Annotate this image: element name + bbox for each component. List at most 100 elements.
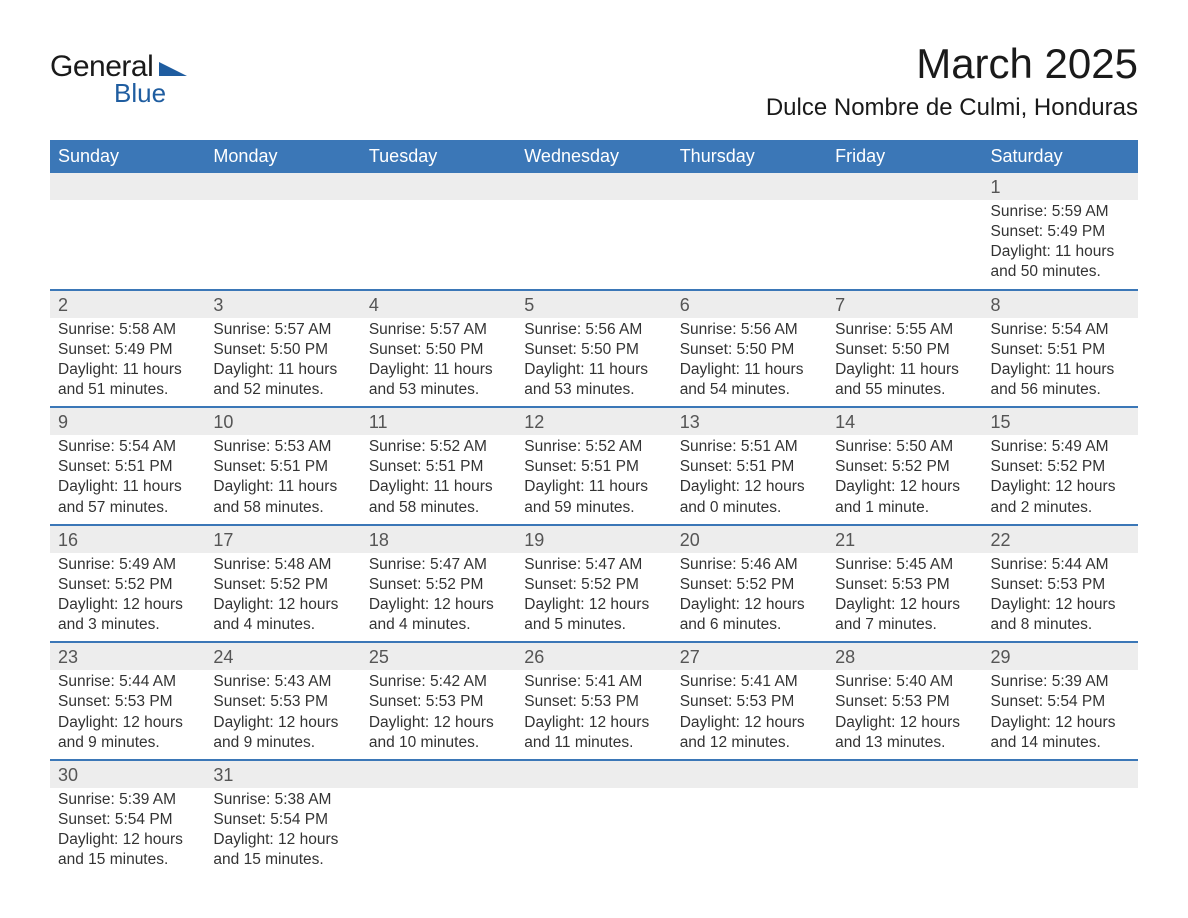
sunrise-text: Sunrise: 5:44 AM (58, 672, 197, 692)
day-number-cell: 1 (983, 173, 1138, 200)
day-number-cell: 13 (672, 407, 827, 435)
day-detail-cell: Sunrise: 5:44 AMSunset: 5:53 PMDaylight:… (50, 670, 205, 760)
dow-saturday: Saturday (983, 140, 1138, 173)
day-detail-cell: Sunrise: 5:56 AMSunset: 5:50 PMDaylight:… (516, 318, 671, 408)
day-detail-cell: Sunrise: 5:49 AMSunset: 5:52 PMDaylight:… (50, 553, 205, 643)
sunset-text: Sunset: 5:52 PM (835, 457, 974, 477)
day-number-cell: 24 (205, 642, 360, 670)
week-daynum-row: 3031 (50, 760, 1138, 788)
day-number-cell: 26 (516, 642, 671, 670)
day-number-cell (50, 173, 205, 200)
sunrise-text: Sunrise: 5:40 AM (835, 672, 974, 692)
day-detail-cell (516, 788, 671, 877)
day-detail-cell: Sunrise: 5:39 AMSunset: 5:54 PMDaylight:… (50, 788, 205, 877)
day-detail-cell: Sunrise: 5:47 AMSunset: 5:52 PMDaylight:… (361, 553, 516, 643)
sunset-text: Sunset: 5:51 PM (680, 457, 819, 477)
day-number-cell: 27 (672, 642, 827, 670)
daylight-text: Daylight: 11 hours and 50 minutes. (991, 242, 1130, 282)
sunrise-text: Sunrise: 5:55 AM (835, 320, 974, 340)
day-detail-cell: Sunrise: 5:51 AMSunset: 5:51 PMDaylight:… (672, 435, 827, 525)
day-number-cell: 3 (205, 290, 360, 318)
daylight-text: Daylight: 12 hours and 2 minutes. (991, 477, 1130, 517)
header: General Blue March 2025 Dulce Nombre de … (50, 40, 1138, 122)
daylight-text: Daylight: 12 hours and 12 minutes. (680, 713, 819, 753)
day-detail-cell: Sunrise: 5:44 AMSunset: 5:53 PMDaylight:… (983, 553, 1138, 643)
sunrise-text: Sunrise: 5:52 AM (524, 437, 663, 457)
sunset-text: Sunset: 5:53 PM (835, 692, 974, 712)
sunset-text: Sunset: 5:53 PM (680, 692, 819, 712)
sunset-text: Sunset: 5:50 PM (835, 340, 974, 360)
week-daynum-row: 16171819202122 (50, 525, 1138, 553)
day-detail-cell: Sunrise: 5:52 AMSunset: 5:51 PMDaylight:… (516, 435, 671, 525)
sunset-text: Sunset: 5:51 PM (369, 457, 508, 477)
sunrise-text: Sunrise: 5:57 AM (369, 320, 508, 340)
day-detail-cell (672, 788, 827, 877)
sunset-text: Sunset: 5:53 PM (524, 692, 663, 712)
daylight-text: Daylight: 12 hours and 1 minute. (835, 477, 974, 517)
daylight-text: Daylight: 12 hours and 15 minutes. (58, 830, 197, 870)
sunset-text: Sunset: 5:53 PM (835, 575, 974, 595)
day-number-cell: 4 (361, 290, 516, 318)
sunset-text: Sunset: 5:52 PM (524, 575, 663, 595)
sunrise-text: Sunrise: 5:52 AM (369, 437, 508, 457)
daylight-text: Daylight: 11 hours and 58 minutes. (369, 477, 508, 517)
sunset-text: Sunset: 5:50 PM (680, 340, 819, 360)
day-number-cell: 14 (827, 407, 982, 435)
day-number-cell: 2 (50, 290, 205, 318)
week-detail-row: Sunrise: 5:44 AMSunset: 5:53 PMDaylight:… (50, 670, 1138, 760)
daylight-text: Daylight: 12 hours and 15 minutes. (213, 830, 352, 870)
day-detail-cell (205, 200, 360, 290)
day-number-cell: 15 (983, 407, 1138, 435)
day-detail-cell: Sunrise: 5:46 AMSunset: 5:52 PMDaylight:… (672, 553, 827, 643)
daylight-text: Daylight: 12 hours and 8 minutes. (991, 595, 1130, 635)
daylight-text: Daylight: 11 hours and 56 minutes. (991, 360, 1130, 400)
sunset-text: Sunset: 5:49 PM (58, 340, 197, 360)
sunrise-text: Sunrise: 5:49 AM (58, 555, 197, 575)
day-number-cell: 20 (672, 525, 827, 553)
daylight-text: Daylight: 12 hours and 0 minutes. (680, 477, 819, 517)
sunrise-text: Sunrise: 5:56 AM (680, 320, 819, 340)
daylight-text: Daylight: 11 hours and 59 minutes. (524, 477, 663, 517)
day-number-cell (672, 760, 827, 788)
sunset-text: Sunset: 5:54 PM (991, 692, 1130, 712)
dow-sunday: Sunday (50, 140, 205, 173)
day-number-cell (516, 173, 671, 200)
day-number-cell: 16 (50, 525, 205, 553)
sunset-text: Sunset: 5:49 PM (991, 222, 1130, 242)
sunrise-text: Sunrise: 5:54 AM (58, 437, 197, 457)
daylight-text: Daylight: 12 hours and 6 minutes. (680, 595, 819, 635)
day-detail-cell (983, 788, 1138, 877)
day-number-cell (516, 760, 671, 788)
sunset-text: Sunset: 5:52 PM (58, 575, 197, 595)
day-detail-cell: Sunrise: 5:57 AMSunset: 5:50 PMDaylight:… (205, 318, 360, 408)
logo: General Blue (50, 50, 187, 109)
sunset-text: Sunset: 5:50 PM (213, 340, 352, 360)
day-number-cell (361, 173, 516, 200)
daylight-text: Daylight: 12 hours and 9 minutes. (213, 713, 352, 753)
sunrise-text: Sunrise: 5:41 AM (680, 672, 819, 692)
sunrise-text: Sunrise: 5:43 AM (213, 672, 352, 692)
week-daynum-row: 9101112131415 (50, 407, 1138, 435)
day-detail-cell (827, 200, 982, 290)
day-number-cell: 19 (516, 525, 671, 553)
day-detail-cell (50, 200, 205, 290)
daylight-text: Daylight: 12 hours and 3 minutes. (58, 595, 197, 635)
sunset-text: Sunset: 5:52 PM (213, 575, 352, 595)
daylight-text: Daylight: 11 hours and 57 minutes. (58, 477, 197, 517)
day-number-cell: 6 (672, 290, 827, 318)
day-detail-cell: Sunrise: 5:45 AMSunset: 5:53 PMDaylight:… (827, 553, 982, 643)
day-detail-cell: Sunrise: 5:42 AMSunset: 5:53 PMDaylight:… (361, 670, 516, 760)
day-number-cell (205, 173, 360, 200)
daylight-text: Daylight: 12 hours and 11 minutes. (524, 713, 663, 753)
dow-header-row: Sunday Monday Tuesday Wednesday Thursday… (50, 140, 1138, 173)
day-detail-cell: Sunrise: 5:58 AMSunset: 5:49 PMDaylight:… (50, 318, 205, 408)
daylight-text: Daylight: 12 hours and 5 minutes. (524, 595, 663, 635)
day-detail-cell: Sunrise: 5:59 AMSunset: 5:49 PMDaylight:… (983, 200, 1138, 290)
day-number-cell (672, 173, 827, 200)
day-number-cell: 12 (516, 407, 671, 435)
week-detail-row: Sunrise: 5:39 AMSunset: 5:54 PMDaylight:… (50, 788, 1138, 877)
day-number-cell: 23 (50, 642, 205, 670)
sunset-text: Sunset: 5:54 PM (213, 810, 352, 830)
sunrise-text: Sunrise: 5:39 AM (58, 790, 197, 810)
daylight-text: Daylight: 11 hours and 58 minutes. (213, 477, 352, 517)
